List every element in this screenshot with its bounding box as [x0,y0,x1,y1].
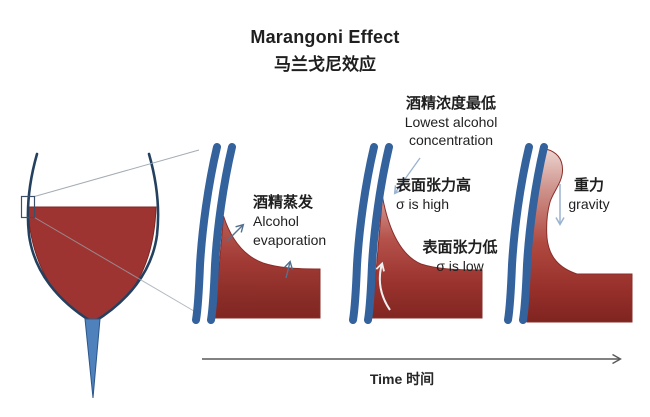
panel1-glass-wall-outer [192,143,221,324]
gravity-label: 重力 gravity [560,176,618,214]
sigma-high-label: 表面张力高 σ is high [396,176,471,214]
panel1-wine-meniscus [214,215,321,319]
glass-stem [84,318,101,399]
evaporation-arrow-icon [284,260,293,279]
sigma-high-label-en: σ is high [396,196,449,212]
zoom-line-bottom [34,217,200,315]
surface-flow-arrow-icon [375,261,391,311]
panel-1-evaporation [192,143,321,324]
diagram-title-en: Marangoni Effect [250,27,400,47]
glass-bowl-outline-right [92,152,160,324]
sigma-low-label: 表面张力低 σ is low [420,238,500,276]
lowest-alcohol-label-en1: Lowest alcohol [404,114,498,130]
panel3-glass-wall-inner [519,143,548,324]
wine-glass [26,152,160,399]
sigma-high-label-cn: 表面张力高 [396,177,472,194]
glass-bowl-outline-left [26,152,94,324]
panel2-glass-wall-inner [364,143,393,324]
panel3-wine-tear [526,148,633,323]
wine-fill [27,206,157,322]
zoom-line-top [34,149,200,197]
lowest-alcohol-label-cn: 酒精浓度最低 [405,95,496,112]
gravity-label-cn: 重力 [573,177,604,194]
panel3-glass-wall-outer [504,143,533,324]
panel2-wine-meniscus [371,196,483,319]
panel1-glass-wall-inner [207,143,236,324]
evaporation-arrow-icon [226,223,245,242]
sigma-low-label-en: σ is low [436,258,484,274]
panel-3-gravity [504,143,633,324]
lowest-alcohol-label: 酒精浓度最低 Lowest alcohol concentration [392,95,510,149]
gravity-label-en: gravity [568,196,610,212]
alcohol-evaporation-label-en2: evaporation [253,232,327,248]
alcohol-evaporation-label-cn: 酒精蒸发 [253,194,314,211]
diagram-title-cn: 马兰戈尼效应 [274,55,376,74]
lowest-concentration-pointer-arrow-icon [393,157,421,195]
zoom-callout-rect [20,195,36,219]
panel-2-surface-tension [349,143,483,324]
lowest-alcohol-label-en2: concentration [408,132,494,148]
alcohol-evaporation-label-en1: Alcohol [253,213,299,229]
zoom-callout [20,149,200,315]
panel2-glass-wall-outer [349,143,378,324]
sigma-low-label-cn: 表面张力低 [422,239,498,256]
alcohol-evaporation-label: 酒精蒸发 Alcohol evaporation [253,193,326,250]
time-axis-label: Time 时间 [369,371,435,387]
